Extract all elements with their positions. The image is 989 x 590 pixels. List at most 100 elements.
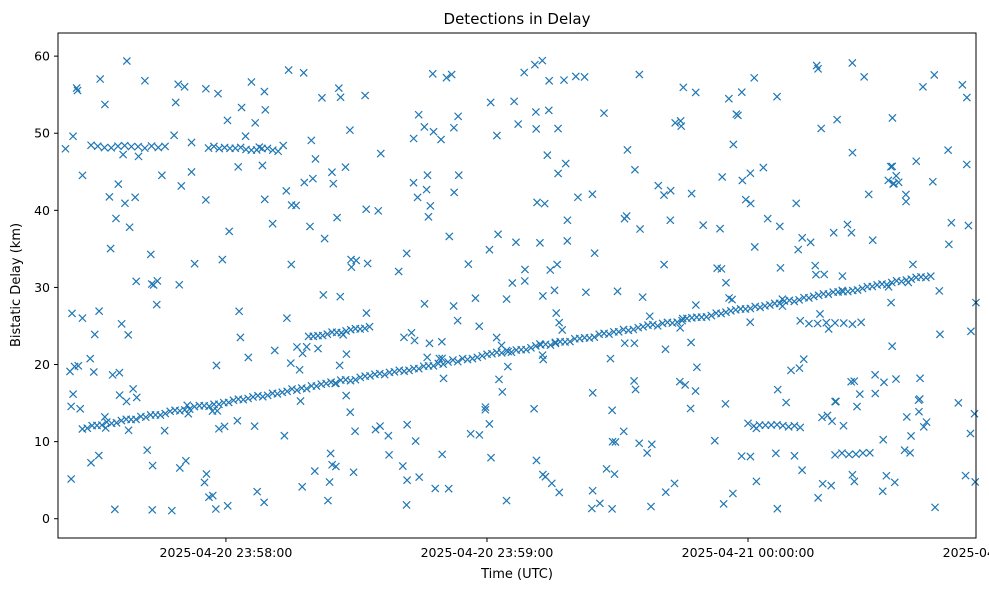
- detection-point: [415, 473, 424, 482]
- detection-point: [313, 344, 323, 353]
- detection-point: [891, 375, 901, 384]
- detection-point: [631, 385, 640, 394]
- detection-point: [111, 214, 120, 223]
- detection-point: [402, 249, 411, 258]
- detection-point: [327, 168, 336, 177]
- detection-point: [152, 300, 161, 309]
- detection-point: [737, 88, 746, 97]
- y-axis-label: Bistatic Delay (km): [9, 223, 24, 347]
- detection-point: [907, 431, 916, 440]
- detection-point: [319, 290, 328, 299]
- detection-point: [799, 355, 808, 364]
- detection-point: [580, 72, 589, 81]
- detection-point: [374, 206, 383, 215]
- detection-point: [588, 486, 597, 495]
- detection-point: [958, 80, 967, 89]
- detection-point: [278, 388, 287, 397]
- detection-point: [113, 142, 122, 151]
- detection-point: [702, 312, 711, 321]
- detection-point: [756, 303, 765, 312]
- detection-point: [236, 333, 245, 342]
- detection-point: [551, 339, 560, 348]
- detection-point: [362, 205, 371, 214]
- detection-point: [526, 343, 535, 352]
- detection-point: [115, 391, 124, 400]
- detection-point: [497, 341, 506, 350]
- detection-point: [89, 367, 98, 377]
- detection-point: [864, 190, 873, 199]
- detection-point: [167, 506, 176, 515]
- detection-point: [131, 193, 140, 202]
- detection-point: [738, 176, 747, 185]
- detection-point: [333, 213, 342, 222]
- detection-point: [341, 375, 350, 384]
- detection-point: [686, 404, 695, 413]
- detection-point: [248, 392, 258, 401]
- detection-point: [554, 124, 563, 133]
- y-tick-label: 40: [34, 203, 50, 218]
- detection-point: [868, 282, 877, 291]
- detection-point: [453, 357, 462, 366]
- detection-point: [966, 429, 975, 438]
- detection-point: [180, 82, 189, 91]
- detection-point: [814, 291, 823, 300]
- detection-point: [531, 108, 540, 117]
- detection-point: [409, 134, 418, 143]
- detection-point: [645, 312, 654, 321]
- detection-point: [140, 144, 149, 153]
- detection-point: [437, 135, 446, 144]
- detection-point: [236, 143, 245, 152]
- detection-point: [687, 338, 696, 347]
- detection-point: [413, 193, 422, 202]
- detection-point: [411, 437, 420, 446]
- detection-point: [213, 406, 222, 415]
- detection-point: [347, 263, 356, 272]
- detection-point: [204, 144, 213, 153]
- detection-point: [535, 238, 544, 247]
- detection-point: [646, 502, 656, 511]
- detection-point: [74, 361, 83, 370]
- detection-point: [888, 162, 897, 171]
- detection-point: [280, 431, 289, 440]
- detection-point: [134, 142, 143, 151]
- detection-point: [843, 220, 852, 229]
- detection-point: [403, 420, 412, 429]
- detection-point: [134, 152, 143, 161]
- detection-point: [346, 408, 355, 417]
- detection-point: [302, 342, 311, 351]
- detection-point: [287, 384, 297, 394]
- detection-point: [351, 427, 360, 436]
- detection-point: [853, 286, 862, 295]
- detection-point: [67, 474, 76, 484]
- detection-point: [399, 333, 408, 342]
- detection-point: [886, 162, 895, 171]
- detection-point: [449, 123, 458, 132]
- detection-point: [773, 92, 782, 101]
- detection-point: [724, 94, 733, 103]
- detection-point: [888, 113, 897, 122]
- detection-point: [475, 430, 484, 439]
- detection-point: [782, 398, 791, 407]
- detection-point: [220, 422, 229, 431]
- detection-point: [679, 83, 688, 92]
- detection-point: [402, 500, 411, 509]
- detection-point: [296, 397, 305, 406]
- detection-point: [201, 195, 210, 204]
- detection-point: [552, 309, 561, 318]
- detection-point: [520, 68, 529, 77]
- detection-point: [342, 326, 351, 335]
- detection-point: [97, 421, 106, 430]
- detection-point: [671, 118, 680, 127]
- detection-point: [666, 216, 675, 225]
- detection-point: [970, 409, 979, 418]
- detection-point: [356, 373, 365, 382]
- detection-point: [850, 377, 859, 386]
- detection-point: [475, 322, 484, 331]
- detection-point: [676, 323, 685, 332]
- detection-point: [962, 93, 971, 102]
- detection-point: [425, 339, 434, 348]
- detection-point: [962, 160, 971, 169]
- detection-point: [117, 416, 126, 425]
- detection-point: [492, 333, 501, 342]
- detection-point: [341, 163, 350, 172]
